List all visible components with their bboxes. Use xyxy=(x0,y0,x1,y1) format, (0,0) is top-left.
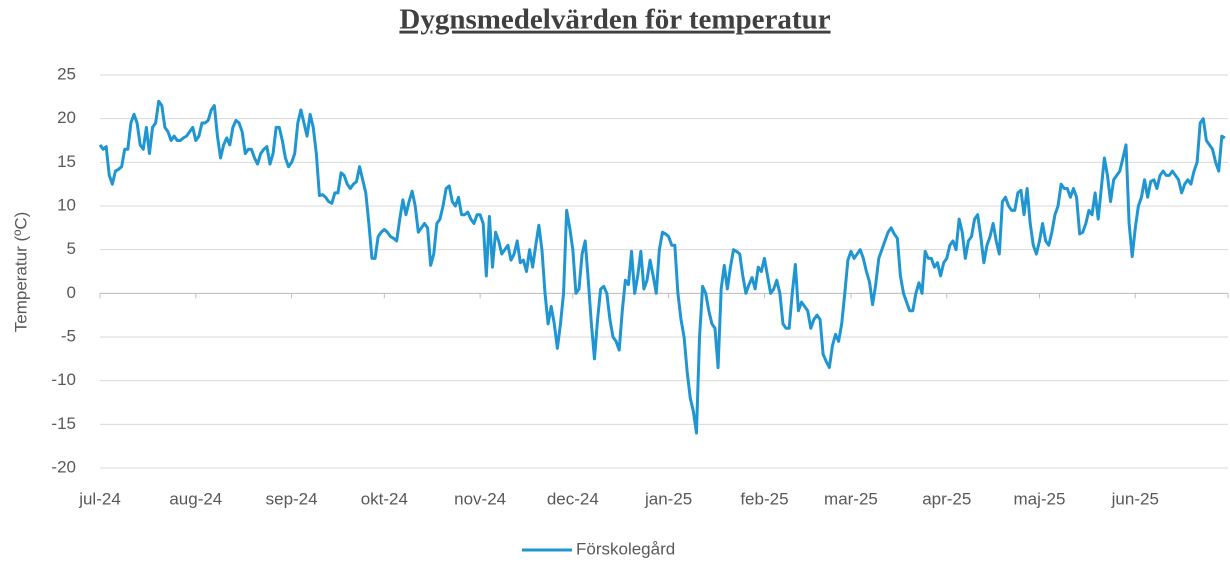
y-axis-label: Temperatur (ºC) xyxy=(11,212,30,333)
y-tick-label: -5 xyxy=(61,326,76,345)
x-tick-label: mar-25 xyxy=(824,489,878,508)
y-tick-label: 20 xyxy=(57,108,76,127)
x-tick-label: apr-25 xyxy=(922,489,971,508)
x-tick-label: jun-25 xyxy=(1111,489,1159,508)
x-tick-label: jul-24 xyxy=(78,489,121,508)
y-tick-label: 5 xyxy=(67,239,76,258)
data-line xyxy=(98,99,1226,435)
y-tick-label: 10 xyxy=(57,195,76,214)
y-tick-label: -10 xyxy=(51,370,76,389)
x-tick-label: maj-25 xyxy=(1014,489,1066,508)
x-tick-label: feb-25 xyxy=(740,489,788,508)
y-tick-label: 0 xyxy=(67,283,76,302)
x-tick-label: nov-24 xyxy=(454,489,506,508)
y-tick-label: 25 xyxy=(57,64,76,83)
chart-title: Dygnsmedelvärden för temperatur xyxy=(399,4,830,36)
y-tick-label: -15 xyxy=(51,414,76,433)
legend-label: Förskolegård xyxy=(576,539,675,558)
x-tick-label: dec-24 xyxy=(547,489,599,508)
x-tick-label: aug-24 xyxy=(169,489,222,508)
x-tick-label: okt-24 xyxy=(361,489,408,508)
y-tick-label: 15 xyxy=(57,152,76,171)
y-tick-label: -20 xyxy=(51,457,76,476)
x-tick-label: jan-25 xyxy=(644,489,692,508)
x-tick-label: sep-24 xyxy=(266,489,318,508)
